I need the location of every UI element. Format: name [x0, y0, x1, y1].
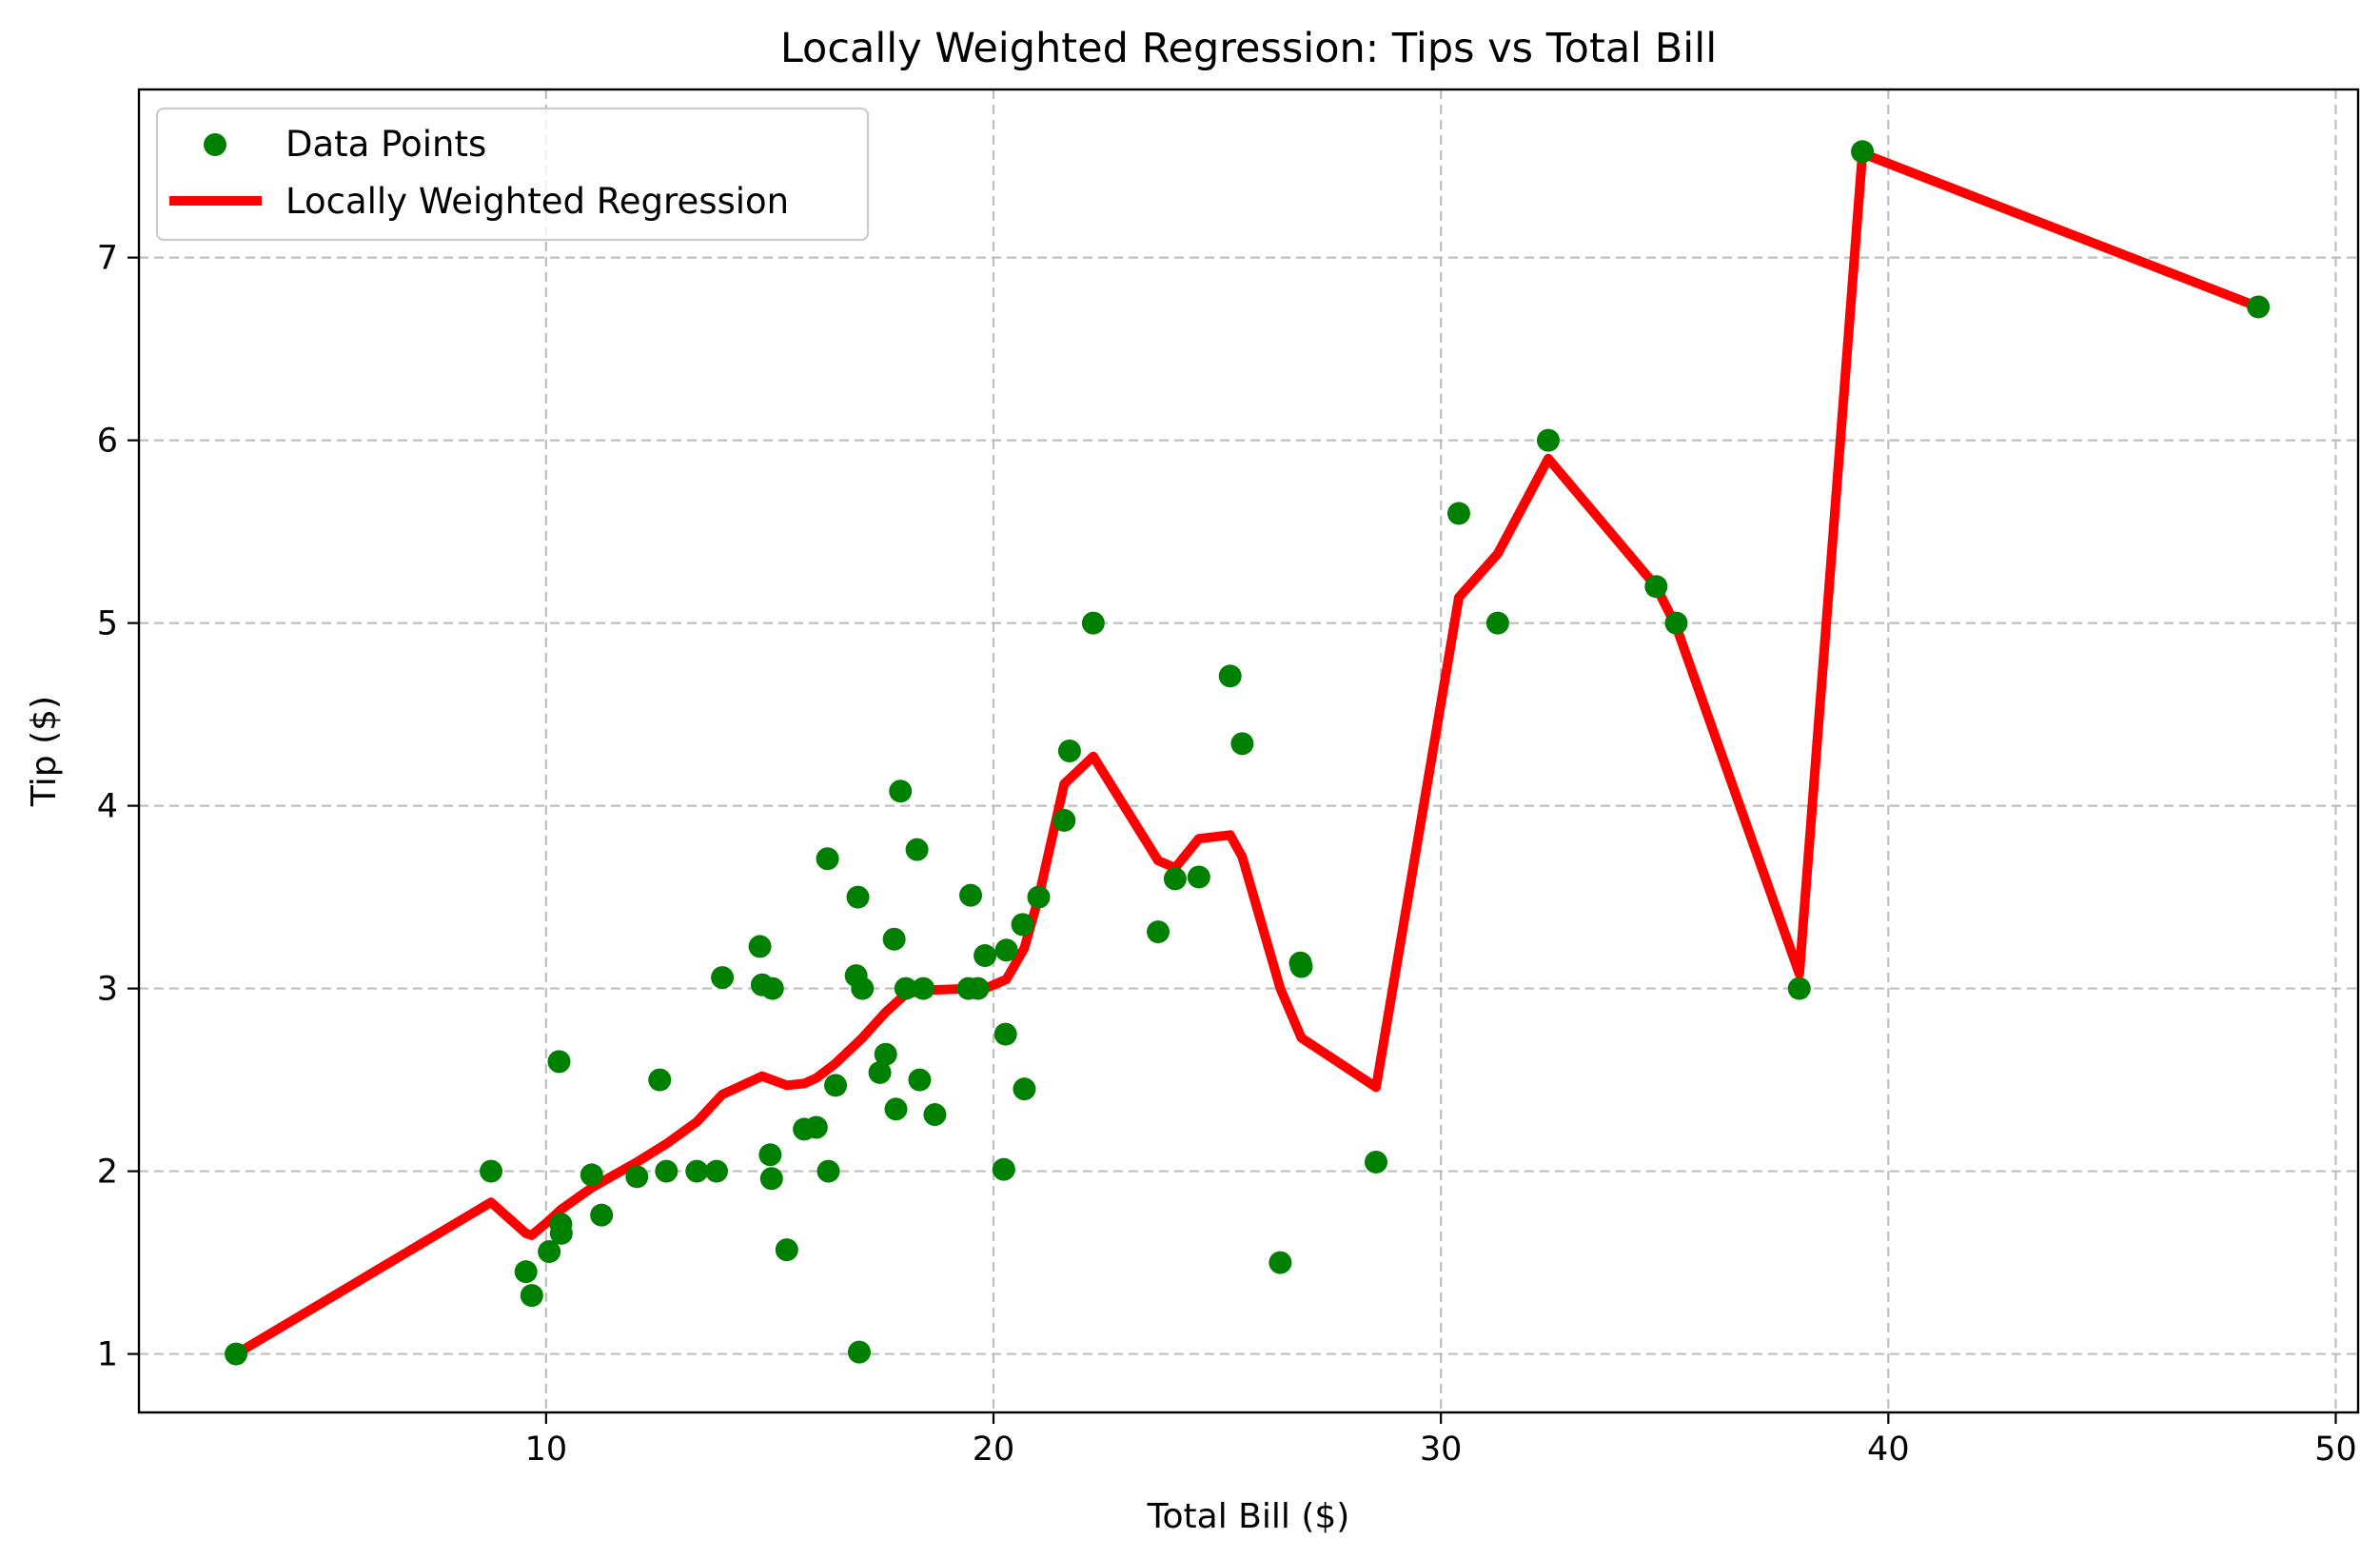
data-point [1364, 1150, 1387, 1174]
data-point [758, 1143, 782, 1167]
data-point [959, 883, 983, 907]
data-point [1218, 664, 1242, 688]
y-tick-label: 6 [97, 423, 118, 461]
x-tick-label: 10 [525, 1431, 568, 1469]
data-point [993, 1022, 1017, 1046]
data-point [1446, 502, 1470, 525]
data-point [480, 1159, 503, 1183]
legend-label-data-points: Data Points [285, 124, 486, 165]
data-point [625, 1165, 649, 1189]
y-tick-label: 3 [97, 971, 118, 1009]
data-point [520, 1284, 543, 1308]
data-point [1230, 732, 1254, 756]
data-point [1644, 575, 1668, 599]
data-point [775, 1238, 798, 1262]
data-point [685, 1159, 709, 1183]
data-point [804, 1115, 828, 1139]
data-point [580, 1163, 603, 1187]
data-point [704, 1159, 728, 1183]
data-point [1057, 740, 1081, 762]
data-point [923, 1103, 947, 1127]
data-point [824, 1074, 848, 1097]
data-point [1289, 955, 1313, 978]
y-tick-label: 4 [97, 788, 118, 826]
x-tick-label: 40 [1867, 1431, 1910, 1469]
data-point [889, 780, 913, 803]
data-point [1052, 808, 1076, 832]
legend-marker-data-points [204, 133, 226, 156]
data-point [992, 1157, 1015, 1181]
data-point [974, 944, 997, 968]
y-axis-label: Tip ($) [25, 696, 64, 807]
data-point [1269, 1251, 1292, 1274]
data-point [816, 1159, 840, 1183]
data-point [1187, 865, 1210, 889]
data-point [1537, 428, 1561, 452]
data-point [874, 1042, 897, 1066]
data-point [1147, 920, 1170, 944]
y-tick-label: 1 [97, 1336, 118, 1374]
x-axis-label: Total Bill ($) [1147, 1497, 1350, 1536]
data-point [1664, 611, 1688, 635]
data-point [2247, 295, 2271, 319]
data-point [1011, 913, 1034, 937]
data-point [908, 1068, 932, 1092]
data-point [894, 977, 917, 1000]
x-tick-label: 30 [1420, 1431, 1463, 1469]
data-point [759, 1167, 783, 1191]
data-point [760, 977, 784, 1000]
grid [139, 89, 2358, 1412]
data-point [1081, 611, 1105, 635]
data-point [868, 1060, 892, 1084]
x-tick-label: 50 [2314, 1431, 2357, 1469]
data-points-layer [225, 140, 2271, 1366]
data-point [882, 927, 906, 951]
data-point [994, 938, 1018, 962]
legend: Data Points Locally Weighted Regression [155, 107, 870, 242]
data-point [648, 1068, 672, 1092]
chart-title: Locally Weighted Regression: Tips vs Tot… [780, 25, 1717, 72]
y-tick-label: 5 [97, 605, 118, 643]
y-tick-label: 2 [97, 1154, 118, 1192]
legend-label-regression-line: Locally Weighted Regression [285, 181, 789, 222]
data-point [1027, 885, 1051, 909]
data-point [1013, 1077, 1036, 1101]
data-point [514, 1260, 538, 1284]
y-tick-label: 7 [97, 240, 118, 278]
data-point [912, 977, 935, 1000]
axis-ticks: 10 20 30 40 50 1 2 3 4 5 6 7 [97, 240, 2357, 1469]
data-point [590, 1203, 614, 1227]
data-point [884, 1097, 908, 1121]
data-point [1485, 611, 1509, 635]
data-point [711, 966, 735, 990]
data-point [816, 847, 839, 871]
data-point [547, 1050, 571, 1074]
plot-frame [137, 88, 2360, 1414]
data-point [847, 1340, 871, 1364]
legend-box [155, 107, 870, 242]
data-point [851, 977, 875, 1000]
data-point [549, 1221, 573, 1245]
data-point [655, 1159, 679, 1183]
data-point [538, 1240, 561, 1264]
data-point [905, 838, 929, 861]
data-point [1851, 140, 1875, 164]
data-point [225, 1342, 248, 1366]
data-point [748, 935, 772, 958]
data-point [966, 977, 990, 1000]
x-tick-label: 20 [973, 1431, 1015, 1469]
data-point [1787, 977, 1811, 1000]
data-point [1163, 867, 1187, 891]
data-point [846, 885, 870, 909]
